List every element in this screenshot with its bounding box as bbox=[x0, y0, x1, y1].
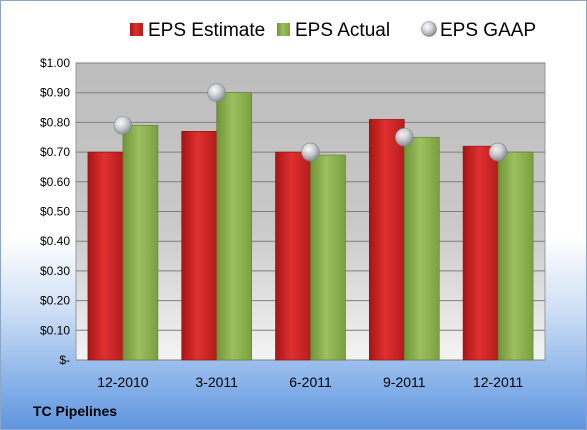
gaap-markers bbox=[113, 83, 508, 162]
legend-label: EPS Actual bbox=[295, 20, 390, 41]
marker-eps-gaap bbox=[301, 142, 320, 162]
y-axis-ticks: $- $0.10 $0.20 $0.30 $0.40 $0.50 $0.60 $0.70 $0.… bbox=[40, 56, 70, 367]
x-axis-labels: 12-2010 3-2011 6-2011 9-2011 12-2011 bbox=[97, 374, 523, 390]
marker-eps-gaap bbox=[113, 116, 133, 135]
y-tick-label: $0.70 bbox=[40, 145, 70, 159]
company-name: TC Pipelines bbox=[33, 403, 118, 419]
bar-eps-estimate bbox=[368, 119, 405, 361]
bar-eps-estimate bbox=[275, 151, 311, 361]
legend-swatch-gaap bbox=[421, 21, 437, 37]
bar-eps-actual bbox=[216, 92, 252, 361]
bar-eps-estimate bbox=[462, 145, 499, 361]
legend: EPS Estimate EPS Actual EPS GAAP bbox=[130, 20, 536, 41]
legend-label: EPS Estimate bbox=[148, 20, 265, 41]
legend-label: EPS GAAP bbox=[440, 20, 536, 41]
y-tick-label: $0.60 bbox=[40, 175, 70, 189]
y-tick-label: $- bbox=[59, 353, 70, 367]
x-category-label: 6-2011 bbox=[289, 374, 332, 390]
y-tick-label: $0.40 bbox=[40, 234, 70, 248]
bars bbox=[87, 92, 534, 361]
bar-eps-actual bbox=[403, 136, 440, 361]
x-category-label: 12-2010 bbox=[97, 374, 149, 390]
y-tick-label: $0.50 bbox=[40, 205, 70, 219]
x-category-label: 12-2011 bbox=[473, 374, 524, 390]
legend-swatch-actual bbox=[277, 23, 290, 36]
marker-eps-gaap bbox=[394, 127, 414, 147]
legend-swatch-estimate bbox=[130, 23, 143, 36]
bar-eps-estimate bbox=[87, 151, 124, 361]
x-category-label: 9-2011 bbox=[383, 374, 426, 390]
y-tick-label: $0.20 bbox=[40, 294, 70, 308]
bar-eps-actual bbox=[497, 151, 534, 361]
x-category-label: 3-2011 bbox=[195, 374, 238, 390]
y-tick-label: $0.10 bbox=[40, 323, 70, 337]
marker-eps-gaap bbox=[488, 142, 508, 162]
y-tick-label: $0.30 bbox=[40, 264, 70, 278]
bar-eps-actual bbox=[122, 125, 159, 361]
y-tick-label: $0.80 bbox=[40, 115, 70, 129]
y-tick-label: $1.00 bbox=[40, 56, 70, 70]
bar-eps-estimate bbox=[181, 131, 217, 361]
bar-eps-actual bbox=[310, 154, 346, 361]
marker-eps-gaap bbox=[207, 83, 226, 102]
y-tick-label: $0.90 bbox=[40, 86, 70, 100]
